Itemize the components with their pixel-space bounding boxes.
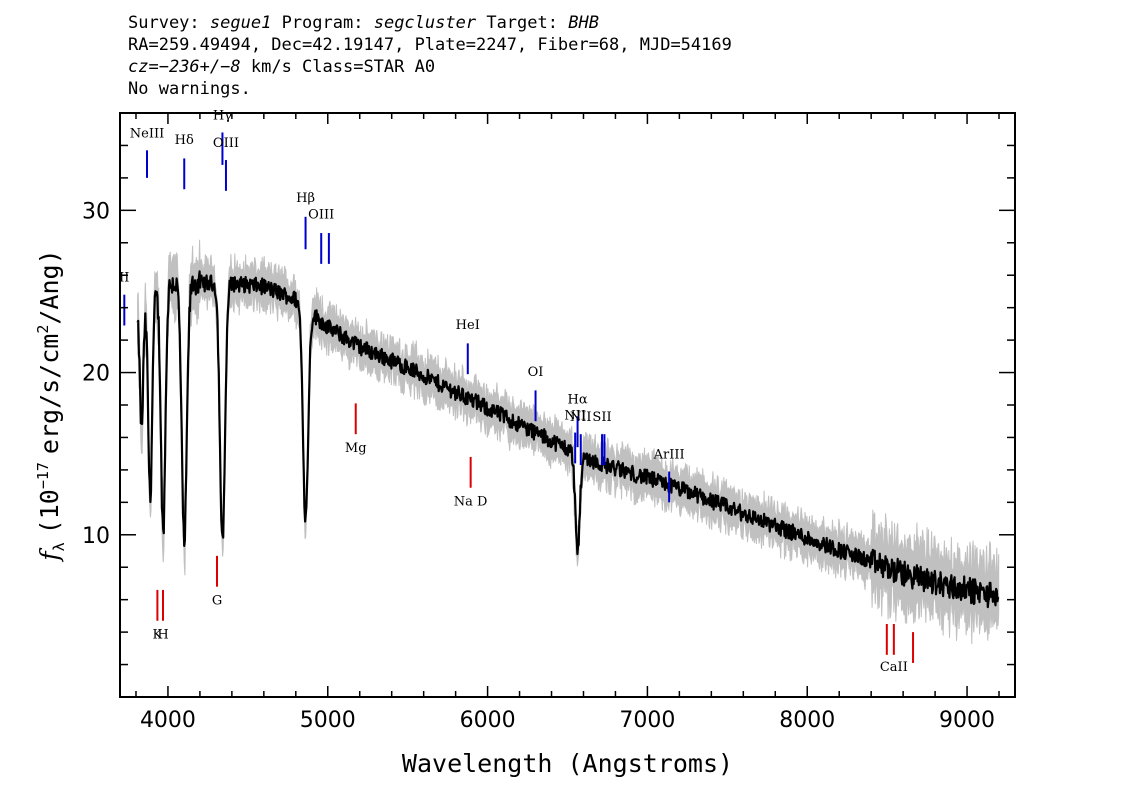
target-value: BHB [568, 13, 599, 33]
emission-line-label: NII [564, 409, 586, 424]
y-title-exp: −17 [34, 462, 52, 489]
y-tick-label: 20 [82, 362, 110, 387]
x-tick-labels: 4000 5000 6000 7000 8000 9000 [140, 708, 995, 733]
y-title-unit-mid: erg/s/cm [35, 334, 64, 454]
emission-line-label: SII [592, 410, 611, 425]
x-tick-label: 9000 [939, 708, 995, 733]
emission-line-label: NII [570, 410, 592, 425]
x-tick-label: 4000 [140, 708, 196, 733]
y-title-unit-post: /Ang) [35, 249, 64, 324]
x-tick-label: 8000 [779, 708, 835, 733]
y-tick-label: 30 [82, 199, 110, 224]
axis-ticks [120, 112, 1015, 697]
error-band-area [137, 239, 1000, 645]
x-tick-label: 7000 [619, 708, 675, 733]
y-tick-label: 10 [82, 524, 110, 549]
y-axis-title: fλ (10−17 erg/s/cm2/Ang) [34, 249, 68, 562]
emission-line-label: II [119, 271, 129, 286]
x-tick-label: 6000 [460, 708, 516, 733]
emission-line-label: OI [528, 365, 544, 380]
y-title-f: f [35, 548, 64, 563]
emission-line-label: OIII [213, 136, 239, 151]
cz-prefix: cz= [128, 57, 159, 77]
program-label: Program: [281, 13, 364, 33]
absorption-line-label: Mg [345, 441, 367, 456]
y-title-exp2: 2 [34, 325, 52, 334]
spectrum-line-group [136, 270, 1000, 609]
y-title-sub: λ [50, 542, 68, 551]
x-axis-title: Wavelength (Angstroms) [402, 749, 733, 778]
warnings-line: No warnings. [128, 79, 251, 99]
spectrum-line [136, 270, 1000, 609]
emission-line-label: Hβ [296, 191, 315, 206]
absorption-line-label: K [153, 628, 163, 643]
emission-line-label: OIII [308, 207, 334, 222]
error-band [137, 239, 1000, 645]
emission-line-label: Hα [568, 392, 588, 407]
emission-line-label: ArIII [653, 448, 685, 463]
redshift-line: cz=−236+/−8 km/s Class=STAR A0 [128, 56, 732, 78]
emission-line-label: HeI [456, 318, 480, 333]
survey-line: Survey: segue1 Program: segcluster Targe… [128, 12, 732, 34]
y-title-unit-pre: (10 [35, 489, 64, 534]
target-label: Target: [486, 13, 558, 33]
absorption-line-label: CaII [880, 660, 908, 675]
absorption-line-label: Na D [454, 495, 488, 510]
program-value: segcluster [373, 13, 477, 33]
coordinates-line: RA=259.49494, Dec=42.19147, Plate=2247, … [128, 35, 732, 55]
absorption-line-label: G [212, 594, 222, 609]
emission-line-label: Hδ [175, 133, 194, 148]
survey-label: Survey: [128, 13, 200, 33]
survey-value: segue1 [209, 13, 272, 33]
cz-value: −236+/−8 [158, 57, 241, 77]
y-tick-labels: 10 20 30 [82, 199, 110, 548]
x-tick-label: 5000 [300, 708, 356, 733]
cz-suffix: km/s Class=STAR A0 [250, 57, 436, 77]
spectrum-header: Survey: segue1 Program: segcluster Targe… [128, 12, 732, 100]
emission-line-label: Hγ [213, 108, 232, 123]
absorption-line-label: H [157, 628, 168, 643]
emission-line-label: NeIII [130, 126, 164, 141]
